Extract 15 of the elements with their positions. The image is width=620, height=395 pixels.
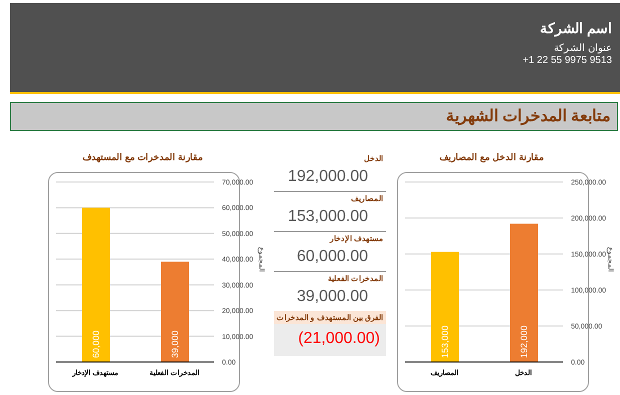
data-label: 153,000 bbox=[440, 325, 450, 358]
chart-title: مقارنة المدخرات مع المستهدف bbox=[82, 152, 204, 162]
text: متابعة المدخرات الشهرية bbox=[445, 107, 612, 126]
text: (21,000.00) bbox=[274, 324, 386, 356]
text: +1 22 55 9975 9513 bbox=[522, 55, 612, 66]
text: 153,000.00 bbox=[286, 207, 369, 227]
data-label: 39,000 bbox=[170, 330, 180, 358]
chart-title: مقارنة الدخل مع المصاريف bbox=[438, 152, 546, 162]
text: 39,000.00 bbox=[296, 287, 369, 307]
data-label: 60,000 bbox=[91, 330, 101, 358]
data-label: 192,000 bbox=[519, 325, 529, 358]
text: 60,000.00 bbox=[296, 247, 369, 267]
text: عنوان الشركة bbox=[553, 42, 612, 54]
text: اسم الشركة bbox=[539, 20, 612, 36]
text: 192,000.00 bbox=[286, 167, 369, 187]
